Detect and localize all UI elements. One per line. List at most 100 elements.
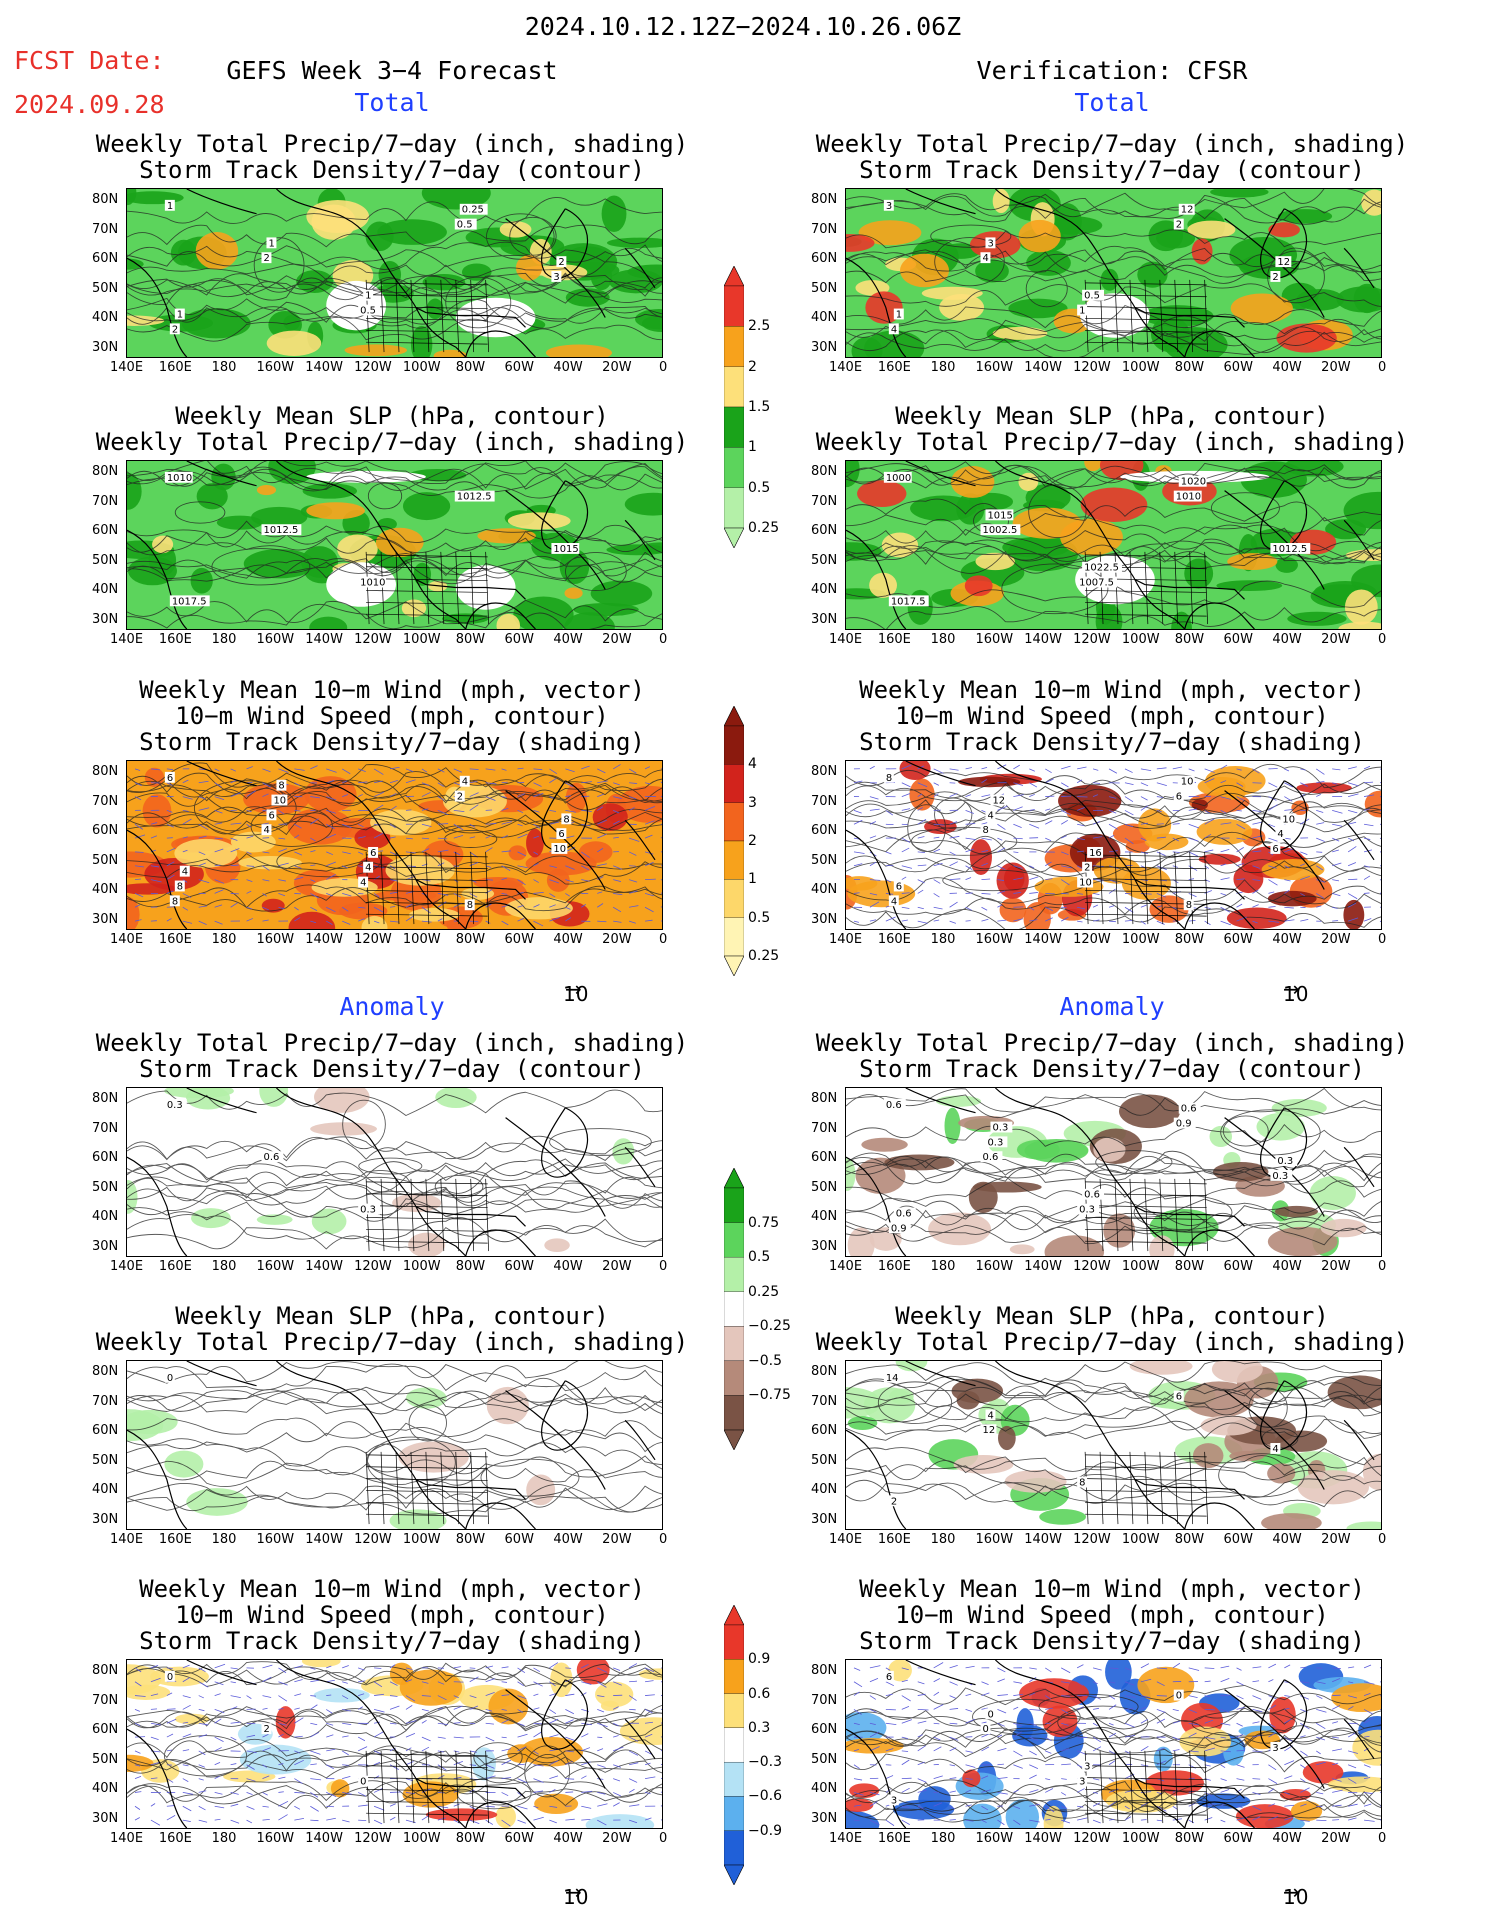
map-svg-p6: 8 8 10 6 6 4 4 2 10 4 6 12 16 8 10	[846, 761, 1381, 929]
lon-label: 60W	[1223, 1532, 1253, 1547]
contour-label: 1	[268, 238, 274, 249]
lat-label: 60N	[811, 823, 838, 838]
lat-label: 40N	[92, 882, 119, 897]
contour-label: 4	[1277, 829, 1283, 840]
contour-label: 0.3	[167, 1100, 183, 1111]
lat-label: 50N	[811, 1452, 838, 1468]
lon-label: 60W	[504, 932, 534, 947]
lon-label: 140W	[305, 1532, 343, 1547]
lon-label: 20W	[602, 632, 632, 647]
lon-label: 20W	[1321, 932, 1351, 947]
colorbar-tick: 3	[748, 794, 757, 811]
lon-label: 140E	[110, 932, 144, 947]
lon-label: 140E	[110, 360, 144, 375]
us-state-boundaries	[365, 1451, 489, 1525]
lon-label: 0	[659, 932, 668, 947]
lat-label: 40N	[811, 1209, 838, 1224]
contour-label: 16	[1089, 848, 1102, 859]
contour-label: 10	[553, 844, 566, 855]
lon-label: 60W	[1223, 360, 1253, 375]
map-p8: 0.6 0.6 0.3 0.9 0.3 0.9 0.3 0.6 0.6 0.3 0.6 0.3	[845, 1087, 1382, 1257]
lon-label: 180	[930, 360, 956, 375]
lon-label: 160W	[256, 1831, 295, 1846]
contour-label: 2	[1084, 863, 1090, 874]
colorbar-tick: 1.5	[748, 399, 771, 415]
lat-label: 80N	[92, 464, 119, 479]
lon-label: 120W	[1073, 1831, 1111, 1846]
map-p10: 14 12 8 6 4 2 4	[845, 1360, 1382, 1530]
lon-label: 120W	[1073, 932, 1111, 947]
lon-label: 100W	[1121, 1259, 1160, 1274]
panel-title-p12-2: 10−m Wind Speed (mph, contour)	[895, 1601, 1329, 1629]
contour-label: 10	[273, 796, 286, 807]
lat-label: 70N	[92, 493, 119, 509]
map-svg-p5: 6 4 4 2 10 8 6 4 4 6 8 10 6 8 8 4 8	[127, 761, 662, 929]
contour-label: 1017.5	[891, 596, 926, 607]
lat-label: 60N	[811, 1150, 838, 1165]
us-state-boundaries	[365, 851, 489, 925]
colorbar-tick: 2	[748, 358, 757, 375]
anomaly-label-left: Anomaly	[339, 992, 445, 1021]
lon-label: 120W	[354, 1831, 392, 1846]
lon-label: 140E	[110, 1831, 144, 1846]
anomaly-label-right: Anomaly	[1059, 992, 1165, 1021]
contour-label: 4	[982, 253, 988, 264]
contour-label: 12	[992, 796, 1005, 807]
contour-label: 12	[982, 1425, 995, 1436]
colorbar-tick: 0.5	[748, 479, 771, 496]
colorbar-tick: 0.5	[748, 909, 771, 926]
lon-label: 160E	[877, 1532, 911, 1547]
contours	[127, 762, 662, 912]
lat-label: 50N	[811, 552, 838, 568]
contour-label: 0.6	[1181, 1104, 1197, 1115]
lon-label: 60W	[1223, 1259, 1253, 1274]
lon-label: 80W	[455, 1831, 486, 1846]
lon-label: 180	[211, 1831, 237, 1846]
contour-label: 1012.5	[457, 492, 492, 503]
lon-label: 80W	[455, 360, 486, 375]
contour-label: 1012.5	[1272, 544, 1307, 555]
lon-label: 40W	[1272, 360, 1302, 375]
contour-label: 0.6	[886, 1100, 902, 1111]
panel-title-p3-2: Weekly Total Precip/7−day (inch, shading…	[95, 428, 689, 456]
contour-label: 1010	[1176, 492, 1201, 503]
contour-label: 8	[467, 900, 473, 911]
lat-label: 40N	[811, 310, 838, 325]
coastlines	[127, 1088, 656, 1256]
contour-label: 12	[1277, 257, 1290, 268]
lat-label: 60N	[811, 1423, 838, 1438]
colorbar-tick: 0.25	[748, 520, 780, 536]
colorbar-tick: 2.5	[748, 318, 771, 335]
contour-label: 2	[891, 1496, 897, 1507]
lon-label: 180	[211, 1532, 237, 1547]
panel-title-p7-2: Storm Track Density/7−day (contour)	[139, 1055, 645, 1083]
lon-label: 180	[211, 632, 237, 647]
lon-label: 80W	[455, 932, 486, 947]
colorbar-track_anom	[723, 1604, 745, 1889]
lon-label: 0	[659, 1259, 668, 1274]
lat-label: 70N	[811, 1393, 838, 1409]
contour-label: 0.6	[263, 1152, 279, 1163]
lon-label: 40W	[1272, 632, 1302, 647]
contour-label: 0.6	[982, 1152, 998, 1163]
map-svg-p10: 14 12 8 6 4 2 4	[846, 1361, 1381, 1529]
lon-label: 160E	[158, 632, 192, 647]
lat-label: 80N	[811, 192, 838, 207]
lon-label: 100W	[1121, 360, 1160, 375]
lon-label: 120W	[1073, 1532, 1111, 1547]
contour-label: 2	[1176, 220, 1182, 231]
contour-label: 2	[558, 257, 564, 268]
lon-label: 100W	[402, 1831, 441, 1846]
lon-label: 100W	[402, 1259, 441, 1274]
lat-label: 30N	[92, 339, 119, 355]
lat-label: 50N	[811, 280, 838, 296]
lat-label: 70N	[811, 1120, 838, 1136]
lon-label: 120W	[1073, 360, 1111, 375]
lat-label: 70N	[92, 221, 119, 237]
contour-label: 3	[987, 238, 993, 249]
lon-label: 20W	[1321, 1259, 1351, 1274]
lon-label: 120W	[1073, 632, 1111, 647]
lon-label: 100W	[1121, 1532, 1160, 1547]
contours	[127, 1361, 662, 1515]
lat-label: 80N	[92, 192, 119, 207]
